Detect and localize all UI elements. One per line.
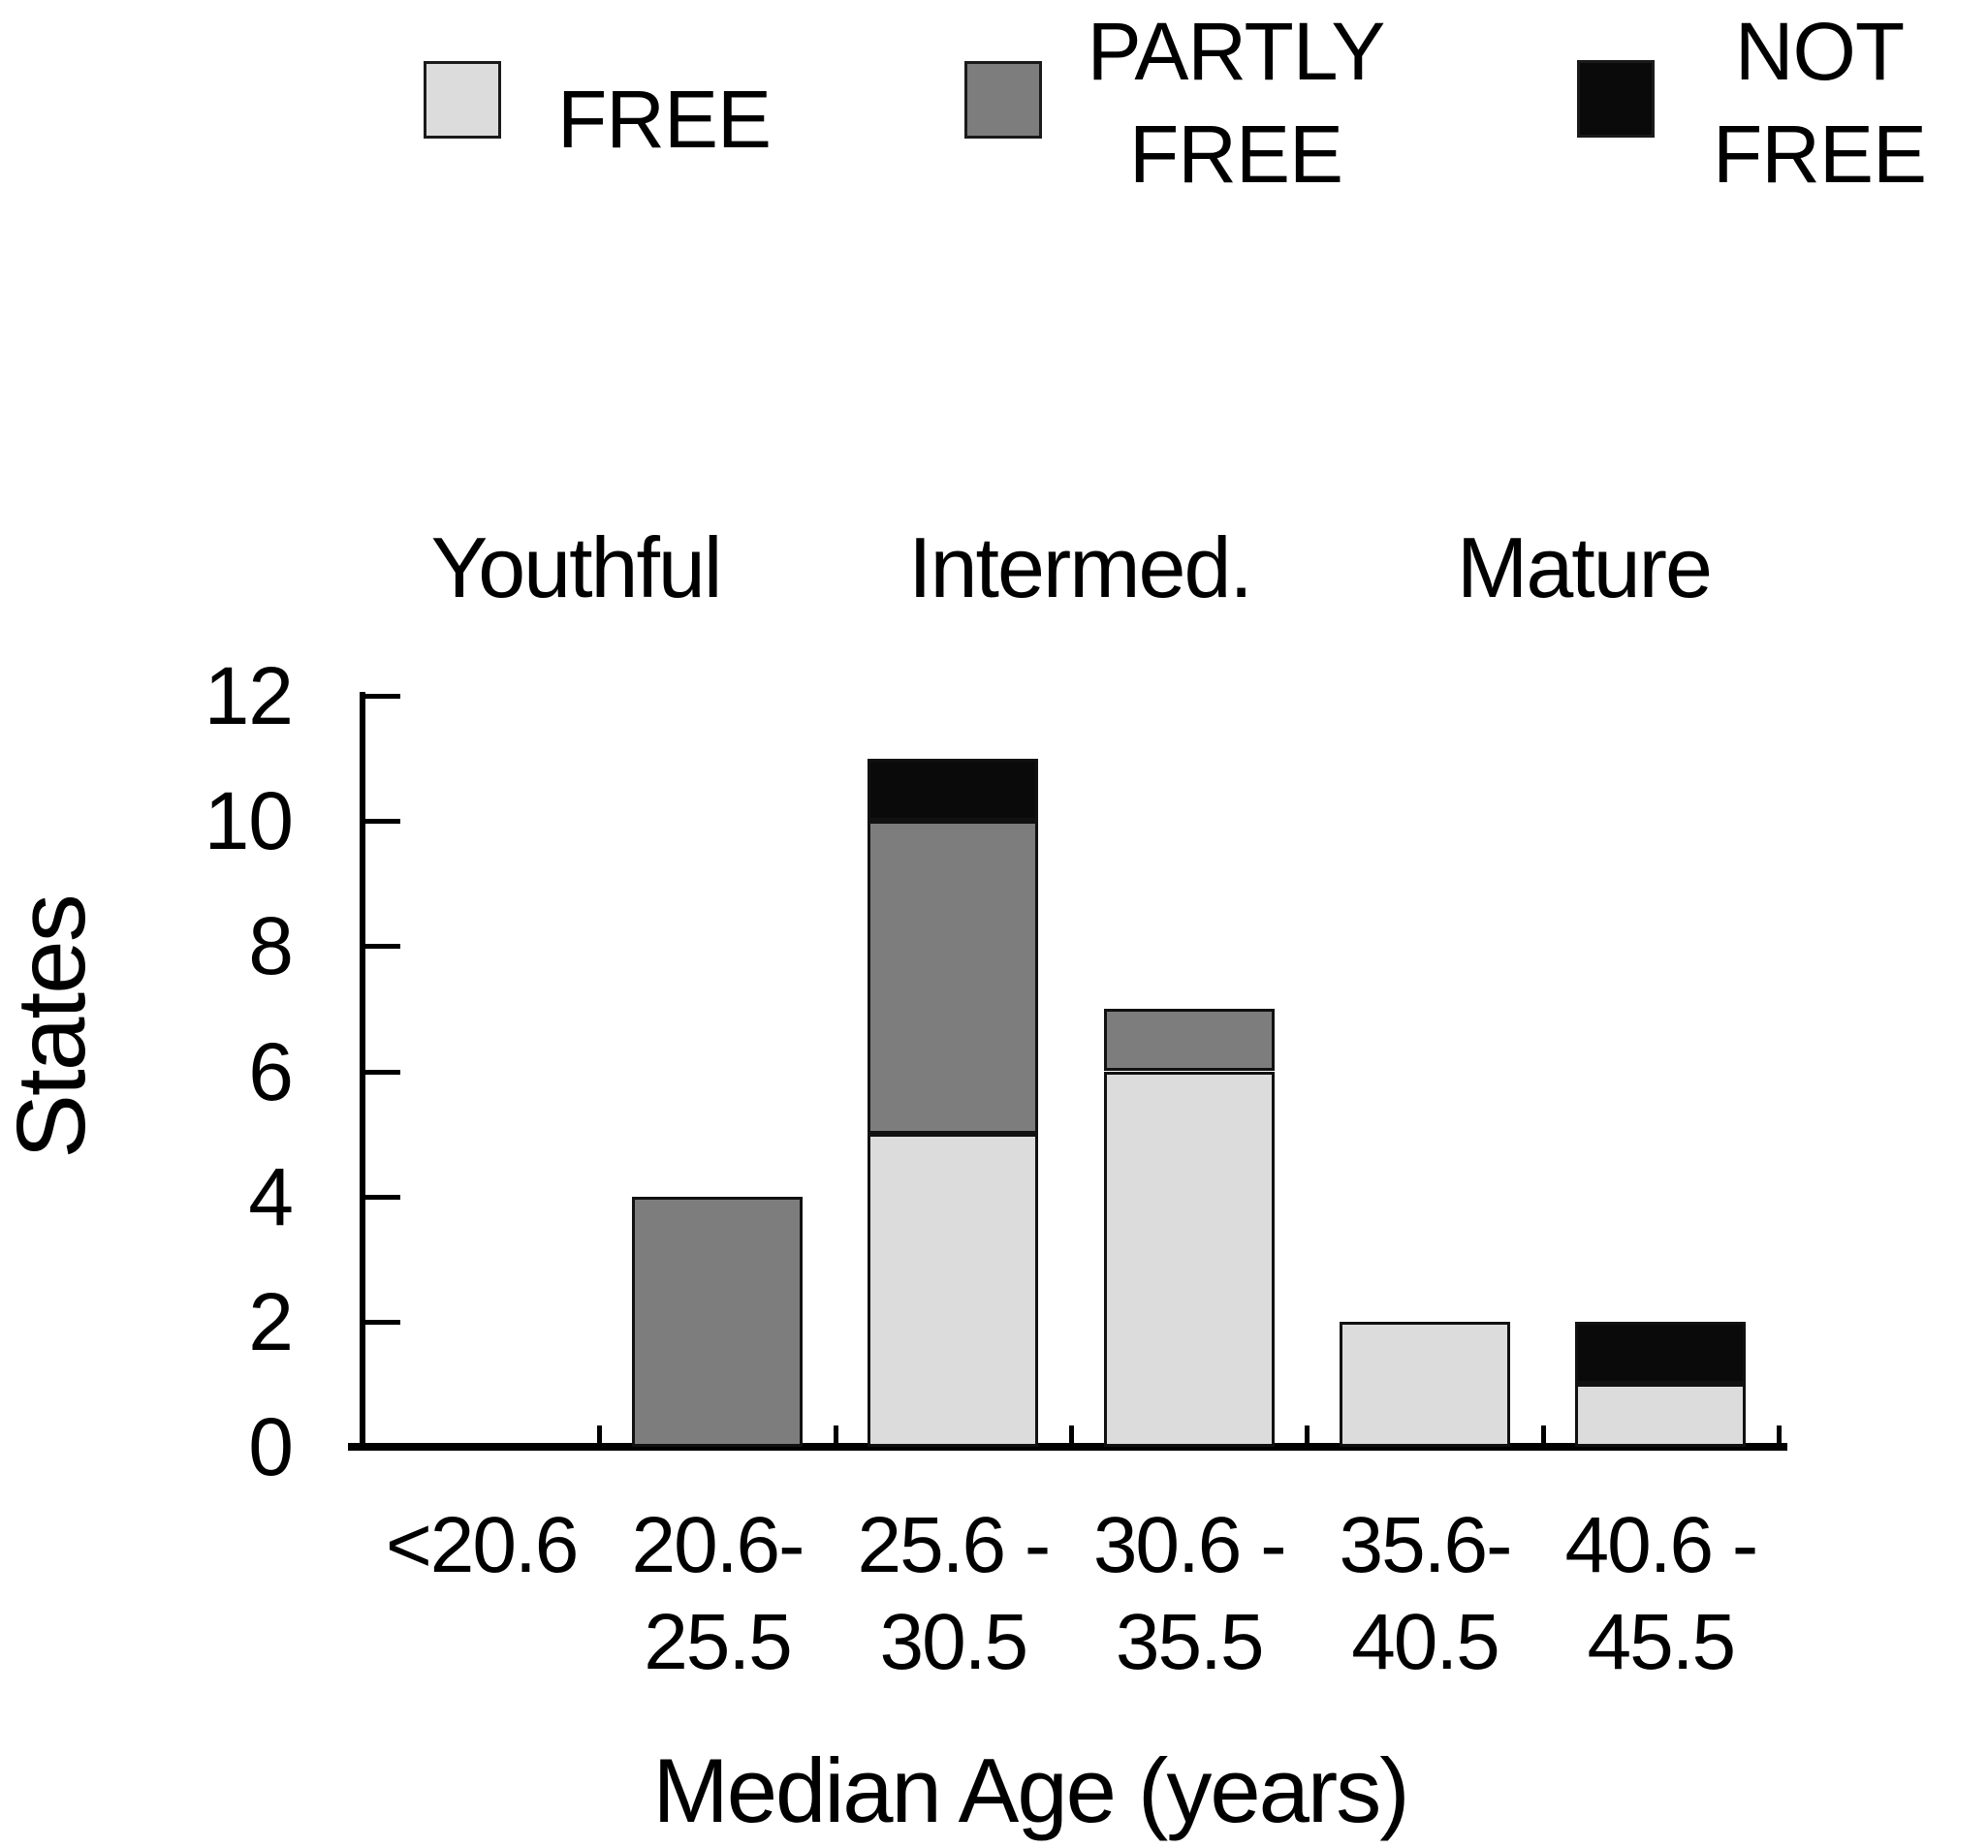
age-group-label-mature: Mature [1457, 519, 1713, 615]
y-tick-mark [363, 944, 400, 950]
bar-segment-partly-free [868, 821, 1039, 1135]
x-tick-mark [1777, 1425, 1782, 1446]
x-tick-mark [1069, 1425, 1074, 1446]
y-tick-label: 4 [248, 1150, 294, 1242]
y-tick-mark [363, 1319, 400, 1325]
x-axis-title: Median Age (years) [652, 1739, 1409, 1841]
bar-segment-partly-free [632, 1196, 803, 1447]
age-group-label-youthful: Youthful [430, 519, 723, 615]
x-tick-label: 25.6 - 30.5 [857, 1501, 1051, 1686]
y-tick-mark [363, 1194, 400, 1200]
x-tick-mark [1305, 1425, 1310, 1446]
y-axis-line [360, 692, 365, 1450]
legend-partly-free-label: PARTLY FREE [1087, 6, 1386, 200]
legend-partly-free-swatch [964, 61, 1042, 139]
y-tick-label: 10 [204, 775, 294, 867]
y-tick-label: 0 [248, 1401, 294, 1492]
bar-segment-not-free [1575, 1321, 1747, 1385]
x-tick-label: <20.6 [385, 1501, 579, 1589]
x-tick-mark [597, 1425, 603, 1446]
bar-segment-free [1103, 1071, 1275, 1447]
x-tick-mark [833, 1425, 838, 1446]
y-tick-label: 6 [248, 1025, 294, 1117]
age-group-label-intermed: Intermed. [908, 519, 1253, 615]
y-axis-title: States [0, 895, 106, 1159]
y-tick-label: 8 [248, 900, 294, 992]
x-tick-label: 30.6 - 35.5 [1092, 1501, 1287, 1686]
bar-segment-free [1575, 1384, 1747, 1447]
bar-segment-not-free [868, 758, 1039, 822]
y-tick-mark [363, 694, 400, 699]
bar-segment-free [868, 1134, 1039, 1447]
x-axis-line [348, 1443, 1787, 1451]
x-tick-label: 40.6 - 45.5 [1564, 1501, 1758, 1686]
legend-free-label: FREE [557, 74, 772, 165]
bar-segment-free [1340, 1321, 1510, 1447]
legend-not-free-swatch [1577, 60, 1655, 138]
legend-not-free-label: NOT FREE [1712, 6, 1927, 200]
bar-segment-partly-free [1103, 1008, 1275, 1072]
legend-free-swatch [424, 61, 501, 139]
x-tick-label: 35.6- 40.5 [1339, 1501, 1513, 1686]
x-tick-mark [1540, 1425, 1546, 1446]
x-tick-label: 20.6- 25.5 [631, 1501, 805, 1686]
y-tick-label: 2 [248, 1275, 294, 1367]
y-tick-label: 12 [204, 650, 294, 741]
y-tick-mark [363, 819, 400, 825]
y-tick-mark [363, 1069, 400, 1075]
